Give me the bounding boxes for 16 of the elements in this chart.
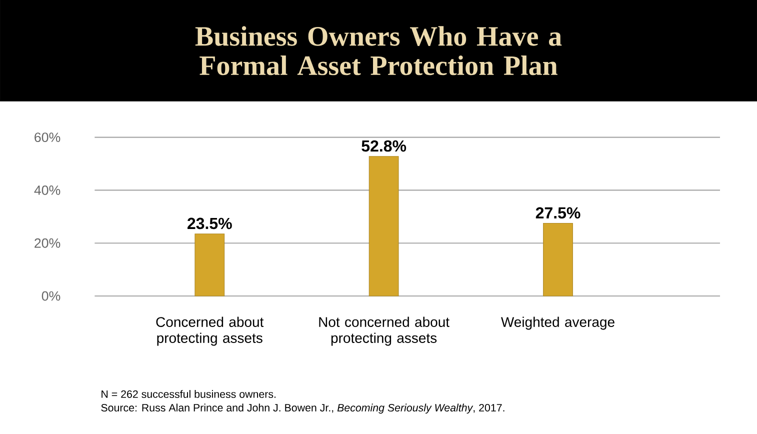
y-tick-label: 60% xyxy=(34,132,60,142)
bar xyxy=(194,234,225,296)
y-tick-label: 20% xyxy=(34,238,60,248)
data-label: 52.8% xyxy=(362,140,406,152)
bar xyxy=(368,156,399,296)
source-note: Source: Russ Alan Prince and John J. Bowen Jr., Becoming Seriously Wealthy, 2017. xyxy=(101,404,504,414)
x-tick-label: Weighted average xyxy=(500,316,614,330)
text: N = 262 successful business owners. xyxy=(102,390,276,398)
x-tick-label: Not concerned about protecting assets xyxy=(319,316,450,346)
chart-title: Business Owners Who Have a Formal Asset Protection Plan xyxy=(195,26,562,76)
data-label: 27.5% xyxy=(536,207,580,219)
bar xyxy=(543,223,573,296)
data-label: 23.5% xyxy=(188,218,232,230)
x-tick-label: Concerned about protecting assets xyxy=(156,316,264,346)
y-tick-label: 0% xyxy=(42,291,60,301)
y-tick-label: 40% xyxy=(34,186,60,195)
